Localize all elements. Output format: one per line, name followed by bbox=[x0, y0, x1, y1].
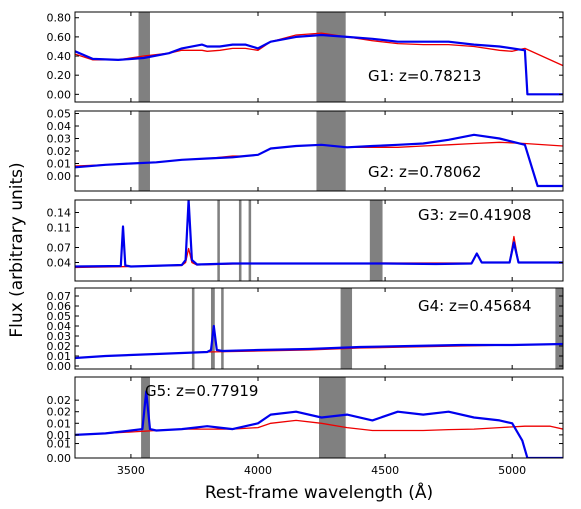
y-tick-label: 0.00 bbox=[47, 88, 72, 101]
masked-band-3 bbox=[248, 200, 252, 281]
model-spectrum bbox=[75, 343, 563, 359]
masked-band-5 bbox=[555, 288, 563, 369]
y-tick-label: 0.01 bbox=[47, 350, 72, 363]
y-tick-label: 0.04 bbox=[47, 120, 72, 133]
y-axis-label: Flux (arbitrary units) bbox=[7, 162, 27, 337]
y-tick-label: 0.03 bbox=[47, 330, 72, 343]
y-tick-label: 0.01 bbox=[47, 417, 72, 430]
y-tick-label: 0.02 bbox=[47, 394, 72, 407]
y-tick-label: 0.14 bbox=[47, 207, 72, 220]
y-tick-label: 0.05 bbox=[47, 310, 72, 323]
panel-label: G2: z=0.78062 bbox=[368, 163, 481, 181]
y-tick-label: 0.07 bbox=[47, 290, 72, 303]
y-tick-label: 0.80 bbox=[47, 12, 72, 25]
panel-label: G4: z=0.45684 bbox=[418, 297, 531, 315]
masked-band-4 bbox=[340, 288, 353, 369]
y-tick-label: 0.02 bbox=[47, 340, 72, 353]
panel-label: G1: z=0.78213 bbox=[368, 67, 481, 85]
masked-band-2 bbox=[238, 200, 242, 281]
y-tick-label: 0.02 bbox=[47, 145, 72, 158]
masked-band-1 bbox=[217, 200, 220, 281]
x-tick-label: 5000 bbox=[498, 464, 526, 477]
observed-spectrum bbox=[75, 200, 563, 268]
panel-frame bbox=[74, 287, 564, 370]
panel-label: G5: z=0.77919 bbox=[145, 382, 258, 400]
observed-spectrum bbox=[75, 324, 563, 360]
masked-band-2 bbox=[316, 12, 346, 102]
masked-band-1 bbox=[141, 377, 150, 458]
y-tick-label: 0.04 bbox=[47, 257, 72, 270]
y-tick-label: 0.00 bbox=[47, 170, 72, 183]
masked-band-1 bbox=[138, 111, 150, 191]
y-tick-label: 0.07 bbox=[47, 242, 72, 255]
observed-spectrum bbox=[75, 33, 563, 96]
y-tick-label: 0.11 bbox=[47, 222, 72, 235]
y-tick-label: 0.01 bbox=[47, 158, 72, 171]
panel-2: 0.000.010.020.030.040.05 G2: z=0.78062 bbox=[47, 108, 564, 192]
masked-band-2 bbox=[316, 111, 346, 191]
y-tick-label: 0.01 bbox=[47, 438, 72, 451]
y-tick-label: 0.00 bbox=[47, 452, 72, 465]
x-tick-label: 4000 bbox=[244, 464, 272, 477]
x-tick-label: 4500 bbox=[371, 464, 399, 477]
y-tick-label: 0.01 bbox=[47, 429, 72, 442]
masked-band-3 bbox=[221, 288, 224, 369]
y-tick-label: 0.40 bbox=[47, 50, 72, 63]
y-tick-label: 0.06 bbox=[47, 300, 72, 313]
y-tick-label: 0.02 bbox=[47, 406, 72, 419]
x-axis-label: Rest-frame wavelength (Å) bbox=[205, 481, 433, 503]
x-tick-label: 3500 bbox=[117, 464, 145, 477]
y-tick-label: 0.60 bbox=[47, 31, 72, 44]
y-tick-label: 0.03 bbox=[47, 133, 72, 146]
panel-frame bbox=[74, 199, 564, 282]
panel-1: 0.00 0.20 0.40 0.60 0.80 G1: z=0.78213 bbox=[47, 11, 564, 103]
panel-frame bbox=[74, 11, 564, 103]
panel-frame bbox=[74, 376, 564, 459]
y-tick-label: 0.04 bbox=[47, 320, 72, 333]
panel-4: 0.000.010.020.030.040.050.060.07 G4: z=0.… bbox=[47, 287, 564, 373]
y-tick-label: 0.05 bbox=[47, 108, 72, 121]
observed-spectrum bbox=[75, 133, 563, 188]
panel-label: G3: z=0.41908 bbox=[418, 206, 531, 224]
y-tick-label: 0.20 bbox=[47, 69, 72, 82]
y-tick-label: 0.00 bbox=[47, 360, 72, 373]
panel-3: 0.04 0.07 0.11 0.14 G3: z=0.41908 bbox=[47, 199, 564, 282]
masked-band-1 bbox=[191, 288, 195, 369]
observed-spectrum bbox=[75, 390, 563, 458]
masked-band-4 bbox=[369, 200, 383, 281]
